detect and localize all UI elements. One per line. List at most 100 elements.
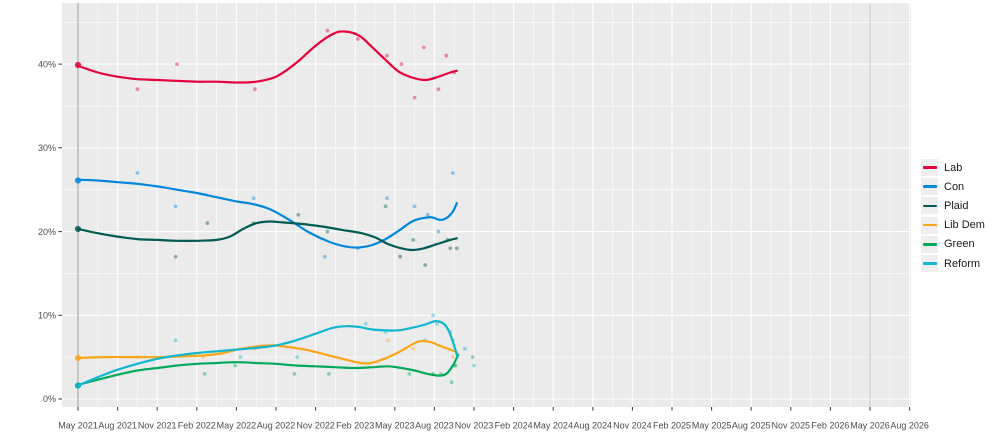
poll-point-lab	[436, 87, 441, 92]
legend-swatch-plaid	[922, 204, 937, 208]
poll-point-reform	[431, 313, 435, 318]
poll-point-plaid	[296, 212, 301, 217]
x-tick-label: Nov 2021	[138, 421, 177, 431]
poll-point-green	[202, 372, 207, 376]
x-tick-label: Feb 2022	[178, 421, 216, 431]
legend-item-con: Con	[921, 177, 985, 196]
poll-point-reform	[173, 338, 178, 343]
poll-point-lib-dem	[411, 346, 416, 351]
poll-point-reform	[472, 363, 476, 368]
x-tick-label: May 2022	[217, 421, 257, 431]
legend-item-lab: Lab	[921, 158, 985, 177]
legend-swatch-lab	[922, 166, 937, 169]
x-tick-label: Feb 2023	[336, 421, 374, 431]
trend-line-con	[76, 178, 458, 249]
legend-swatch-reform	[922, 262, 937, 265]
x-tick-label: Aug 2021	[98, 421, 137, 431]
poll-point-green	[470, 355, 475, 359]
poll-point-green	[233, 363, 238, 368]
poll-point-con	[385, 196, 389, 201]
poll-point-plaid	[454, 246, 459, 251]
x-tick-label: May 2025	[692, 421, 732, 431]
x-tick-label: Nov 2023	[455, 421, 494, 431]
poll-point-plaid	[325, 229, 330, 234]
trend-line-plaid	[76, 220, 458, 252]
plot-panel	[62, 3, 911, 407]
poll-point-lab	[325, 28, 330, 33]
x-tick-label: Aug 2025	[732, 421, 771, 431]
x-tick-label: May 2024	[533, 421, 573, 431]
poll-point-green	[292, 372, 297, 376]
legend-label-con: Con	[944, 180, 965, 193]
poll-point-green	[326, 372, 331, 376]
legend-key-con	[921, 178, 938, 196]
poll-point-reform	[435, 321, 439, 326]
poll-point-plaid	[173, 254, 178, 259]
poll-point-reform	[462, 346, 467, 351]
poll-point-con	[425, 212, 430, 217]
x-tick-label: Aug 2024	[574, 421, 613, 431]
poll-point-con	[451, 171, 455, 175]
legend-key-plaid	[921, 197, 938, 215]
y-tick-label: 20%	[38, 227, 56, 237]
x-tick-label: Aug 2026	[890, 421, 929, 431]
x-tick-label: Aug 2022	[257, 421, 296, 431]
legend-key-reform	[921, 255, 938, 273]
poll-point-lab	[175, 62, 179, 66]
legend-key-lib-dem	[921, 216, 938, 234]
poll-point-lib-dem	[386, 338, 391, 343]
poll-point-lab	[135, 87, 140, 92]
legend: Lab Con Plaid Lib Dem Green Reform	[921, 158, 985, 273]
trend-line-green	[76, 353, 460, 386]
poll-point-plaid	[398, 254, 402, 259]
poll-point-reform	[238, 355, 243, 359]
legend-swatch-lib-dem	[922, 223, 937, 227]
poll-point-con	[436, 229, 441, 234]
trend-line-lab	[76, 30, 458, 84]
x-tick-label: Nov 2022	[296, 421, 335, 431]
poll-point-reform	[363, 321, 368, 326]
poll-point-con	[322, 254, 327, 259]
legend-label-lib-dem: Lib Dem	[944, 219, 985, 232]
trend-line-lib-dem	[76, 339, 458, 365]
y-tick-label: 30%	[38, 143, 56, 153]
x-tick-label: Feb 2025	[653, 421, 691, 431]
x-tick-label: Feb 2024	[495, 421, 533, 431]
poll-point-lab	[444, 53, 449, 58]
x-tick-label: May 2021	[58, 421, 98, 431]
x-tick-label: Nov 2024	[613, 421, 652, 431]
poll-point-plaid	[205, 221, 210, 226]
x-tick-label: Nov 2025	[772, 421, 811, 431]
y-tick-label: 40%	[38, 59, 56, 69]
poll-point-con	[135, 171, 140, 175]
x-tick-label: Feb 2026	[811, 421, 849, 431]
poll-point-con	[251, 196, 256, 201]
y-tick-label: 10%	[38, 311, 56, 321]
legend-label-reform: Reform	[944, 257, 981, 270]
poll-point-plaid	[448, 246, 453, 251]
trend-line-reform	[76, 319, 459, 387]
legend-key-green	[921, 235, 938, 253]
legend-label-lab: Lab	[944, 161, 963, 174]
legend-item-plaid: Plaid	[921, 196, 985, 215]
legend-swatch-con	[922, 185, 937, 189]
poll-point-reform	[295, 355, 299, 359]
poll-point-lab	[385, 53, 389, 58]
x-tick-label: May 2026	[850, 421, 890, 431]
legend-item-reform: Reform	[921, 254, 985, 273]
legend-swatch-green	[922, 243, 937, 246]
poll-point-plaid	[423, 263, 428, 267]
poll-point-lab	[421, 45, 426, 50]
x-tick-label: May 2023	[375, 421, 415, 431]
poll-point-lab	[399, 62, 404, 66]
legend-label-plaid: Plaid	[944, 199, 969, 212]
legend-label-green: Green	[944, 238, 975, 251]
poll-point-plaid	[411, 238, 416, 242]
x-tick-label: Aug 2023	[415, 421, 454, 431]
legend-item-green: Green	[921, 235, 985, 254]
poll-point-plaid	[383, 204, 388, 209]
poll-point-lab	[412, 95, 417, 100]
legend-key-lab	[921, 159, 938, 177]
